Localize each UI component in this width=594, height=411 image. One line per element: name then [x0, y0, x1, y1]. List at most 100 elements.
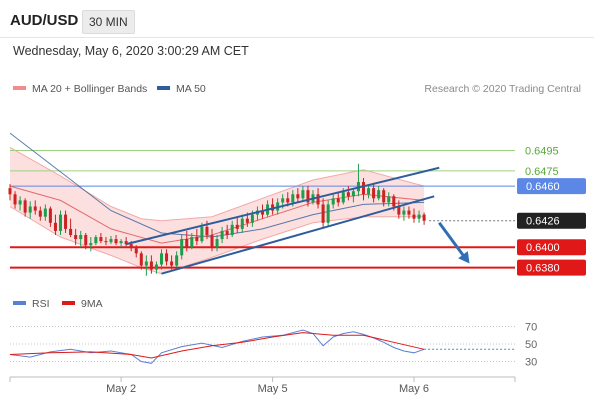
candle-body-67	[346, 192, 350, 197]
candle-body-21	[114, 239, 118, 244]
candle-body-32	[170, 261, 174, 266]
level-label-4: 0.6400	[526, 242, 560, 254]
candle-body-1	[13, 194, 17, 205]
candle-body-78	[402, 210, 406, 215]
candle-body-13	[74, 235, 78, 240]
candle-body-63	[326, 204, 330, 223]
projection-arrow-head	[458, 251, 470, 264]
level-label-0: 0.6495	[525, 145, 559, 157]
header-divider	[0, 37, 594, 38]
candle-body-62	[321, 204, 325, 223]
candle-body-40	[210, 235, 214, 248]
candle-body-35	[185, 239, 189, 248]
level-tag-2	[517, 178, 586, 195]
candle-body-26	[139, 253, 143, 266]
candle-body-79	[407, 210, 411, 215]
rsi-line	[9, 329, 425, 364]
rsi-ma9-line	[9, 332, 425, 359]
candle-body-14	[79, 235, 83, 240]
level-label-5: 0.6380	[526, 263, 560, 275]
legend-rsi: RSI	[13, 298, 50, 310]
candle-body-6	[38, 210, 42, 217]
candle-body-54	[281, 198, 285, 203]
level-label-1: 0.6475	[525, 166, 559, 178]
candle-body-46	[240, 218, 244, 229]
legend-label-rsi: RSI	[32, 298, 50, 310]
candle-body-37	[195, 237, 199, 242]
x-tick-label-2: May 6	[399, 383, 429, 395]
candle-body-36	[190, 237, 194, 248]
candle-body-75	[387, 196, 391, 203]
rsi-tick-label-0: 70	[525, 322, 537, 334]
candle-body-22	[119, 241, 123, 244]
level-label-3: 0.6426	[526, 216, 560, 228]
symbol-title: AUD/USD	[10, 12, 79, 29]
candle-body-59	[306, 190, 310, 203]
x-tick-label-1: May 5	[258, 383, 288, 395]
candle-body-73	[377, 190, 381, 199]
candle-body-3	[23, 200, 27, 213]
rsi-tick-label-1: 50	[525, 339, 537, 351]
channel-line-1	[161, 195, 435, 275]
timeframe-badge[interactable]: 30 MIN	[82, 10, 135, 34]
candle-body-82	[422, 214, 426, 221]
candle-body-61	[316, 194, 320, 205]
candle-body-47	[245, 218, 249, 223]
channel-line-0	[125, 166, 440, 246]
candle-body-65	[336, 198, 340, 203]
candle-body-25	[134, 248, 138, 254]
research-credit: Research © 2020 Trading Central	[424, 83, 581, 95]
candle-body-28	[149, 261, 153, 270]
candle-body-16	[89, 243, 93, 246]
level-tag-5	[517, 259, 586, 276]
legend-swatch-rsi	[13, 301, 26, 306]
candle-body-11	[64, 214, 68, 229]
candle-body-9	[53, 222, 57, 231]
candle-body-29	[154, 264, 158, 270]
legend-swatch-ma50	[157, 86, 170, 91]
candle-body-44	[230, 224, 234, 235]
legend-ma20-bollinger: MA 20 + Bollinger Bands	[13, 83, 147, 95]
candle-body-39	[205, 226, 209, 235]
candle-body-43	[225, 230, 229, 235]
candle-body-58	[301, 190, 305, 199]
candle-body-57	[296, 194, 300, 199]
candle-body-80	[412, 214, 416, 219]
candle-body-17	[94, 237, 98, 244]
candle-body-31	[165, 253, 169, 262]
candle-body-15	[84, 235, 88, 246]
legend-swatch-ma20	[13, 86, 26, 91]
candle-body-23	[124, 241, 128, 245]
legend-label-9ma: 9MA	[81, 298, 103, 310]
candle-body-77	[397, 206, 401, 215]
candle-body-33	[175, 255, 179, 266]
candle-body-48	[250, 214, 254, 223]
candle-body-38	[200, 226, 204, 242]
candle-body-34	[180, 239, 184, 256]
candle-body-19	[104, 241, 108, 243]
x-tick-label-0: May 2	[106, 383, 136, 395]
legend-label-ma50: MA 50	[176, 83, 206, 95]
candle-body-68	[351, 191, 355, 197]
bollinger-band-fill	[10, 147, 425, 274]
candle-body-81	[417, 214, 421, 219]
candle-body-45	[235, 224, 239, 229]
candle-body-0	[8, 188, 12, 195]
candle-body-18	[99, 237, 103, 242]
candle-body-42	[220, 230, 224, 240]
candle-body-4	[28, 206, 32, 213]
candle-body-41	[215, 239, 219, 248]
candle-body-7	[43, 208, 47, 217]
candle-body-72	[372, 188, 376, 199]
candle-body-76	[392, 196, 396, 207]
candle-body-71	[367, 188, 371, 195]
level-label-2: 0.6460	[526, 181, 560, 193]
candle-body-56	[291, 194, 295, 203]
rsi-tick-label-2: 30	[525, 357, 537, 369]
candle-body-24	[129, 244, 133, 249]
candle-body-12	[69, 228, 73, 235]
legend-ma50: MA 50	[157, 83, 206, 95]
candle-body-5	[33, 206, 37, 211]
candle-body-50	[260, 210, 265, 215]
